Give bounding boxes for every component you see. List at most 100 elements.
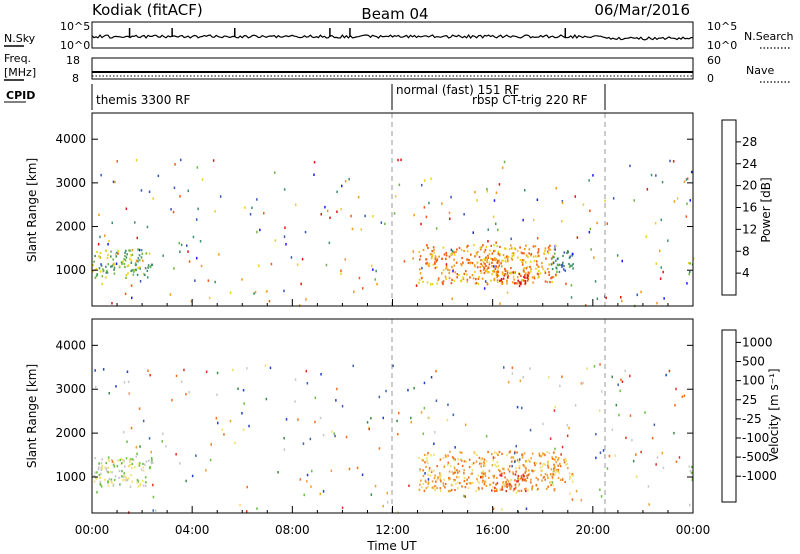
power-cell [99,252,102,255]
velocity-scatter [410,416,412,420]
velocity-scatter [191,474,194,478]
power-cell [498,259,500,262]
power-scatter [148,190,151,193]
velocity-scatter [619,389,621,393]
velocity-cell [547,466,550,469]
power-scatter [100,263,102,266]
power-cell [476,261,479,264]
power-cell [110,265,112,268]
power-cell [431,254,434,257]
velocity-cell [500,474,503,477]
freq-label-line2: [MHz] [4,66,36,79]
velocity-scatter [509,450,511,453]
velocity-cell [527,459,530,462]
velocity-cell [503,483,505,486]
power-cell [520,274,522,277]
power-cell [443,253,446,256]
velocity-cell [461,485,463,488]
power-cell [122,260,124,263]
velocity-cell [444,482,447,486]
power-cell [538,275,540,278]
power-cell [571,254,573,257]
power-cell [101,275,104,278]
freq-left-tick-bottom: 8 [72,72,79,85]
velocity-scatter [237,387,239,390]
velocity-cell [547,464,549,467]
power-scatter [450,248,453,252]
velocity-cell [521,453,523,456]
power-cell [531,276,534,279]
power-cell [114,253,117,256]
power-cell [433,248,435,251]
velocity-scatter [410,421,413,424]
power-cell [562,261,564,264]
velocity-cell [447,490,450,493]
power-cell [146,269,149,272]
velocity-cell [518,461,520,464]
velocity-scatter [480,475,482,479]
power-cell [529,260,532,263]
velocity-cell [523,452,526,455]
velocity-scatter [503,366,505,369]
velocity-cell [465,482,468,485]
velocity-cell [556,470,558,473]
velocity-colorbar-tick-label: -1000 [742,469,777,483]
power-cell [491,265,493,268]
power-cell [496,274,499,277]
power-cell [442,280,445,283]
power-cell [552,261,555,264]
power-cell [451,265,453,268]
power-scatter [99,235,101,239]
power-scatter [570,284,573,287]
velocity-scatter [629,374,631,378]
velocity-cell [492,474,495,478]
power-cell [506,279,508,282]
velocity-scatter [392,364,394,368]
velocity-cell [93,480,96,483]
power-cell [112,262,115,265]
velocity-cell [499,488,502,491]
power-cell [454,271,457,274]
power-scatter [589,227,592,231]
velocity-cell [541,454,544,457]
velocity-cell [427,486,429,489]
velocity-cell [137,485,140,488]
power-cell [534,245,537,248]
velocity-scatter [352,364,354,368]
power-cell [561,265,563,268]
velocity-cell [100,462,103,465]
power-y-tick-label: 2000 [55,220,86,234]
power-cell [507,255,510,258]
velocity-scatter [311,469,313,473]
velocity-cell [522,478,524,481]
velocity-cell [121,458,124,461]
velocity-scatter [217,421,219,425]
power-cell [148,252,151,255]
power-cell [525,261,527,264]
velocity-cell [509,484,512,487]
velocity-cell [148,459,150,462]
power-cell [547,246,550,249]
velocity-scatter [205,370,208,373]
velocity-cell [98,466,100,469]
velocity-cell [436,478,438,481]
power-y-axis-label: Slant Range [km] [25,158,39,262]
power-cell [429,283,432,286]
velocity-scatter [647,485,650,488]
velocity-cell [557,464,559,467]
velocity-cell [139,484,141,487]
power-scatter [413,213,415,217]
velocity-scatter [625,436,627,440]
power-scatter [357,195,360,199]
power-cell [463,249,465,253]
velocity-cell [552,473,555,476]
velocity-scatter [310,485,312,488]
power-cell [548,263,550,266]
velocity-cell [494,486,496,489]
velocity-cell [440,474,442,477]
velocity-cell [498,450,501,454]
velocity-cell [131,467,133,470]
velocity-cell [508,470,511,473]
power-cell [567,250,569,253]
velocity-scatter [678,456,681,459]
